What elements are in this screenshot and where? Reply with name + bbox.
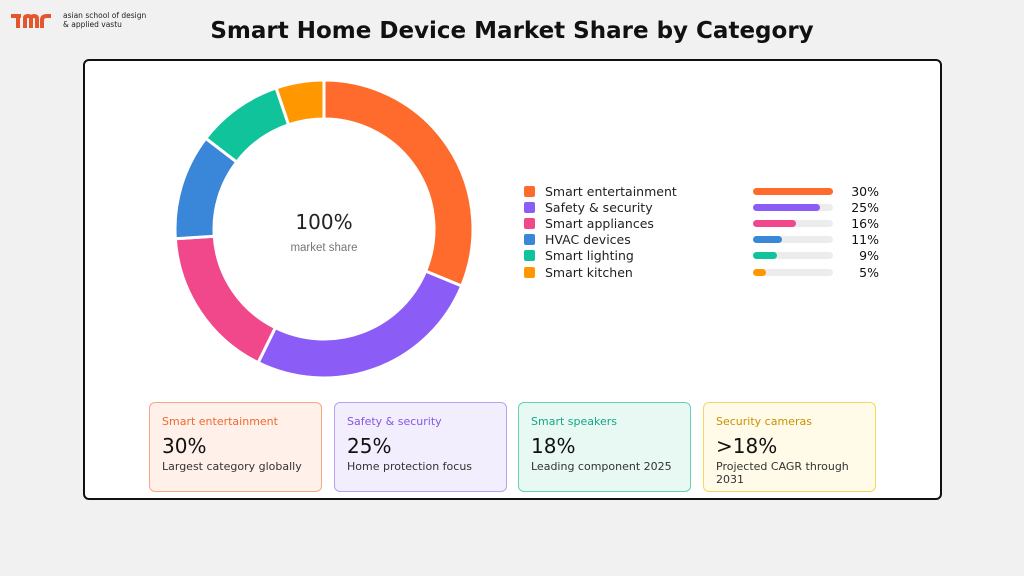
stat-description: Largest category globally: [162, 460, 302, 473]
legend-bar-track: [753, 219, 833, 227]
center-value: 100%: [295, 210, 352, 234]
legend-label: Smart lighting: [545, 248, 634, 264]
center-label: market share: [290, 242, 357, 254]
legend-swatch: [524, 217, 535, 229]
legend-value: 11%: [851, 232, 879, 248]
donut-slice-2: [174, 234, 278, 365]
legend-label: Safety & security: [545, 199, 653, 215]
stat-description: Projected CAGR through 2031: [716, 460, 849, 486]
legend-label: Smart entertainment: [545, 183, 677, 199]
legend-bar-fill: [753, 219, 796, 227]
legend-row: HVAC devices 11%: [524, 232, 884, 248]
legend-label: Smart kitchen: [545, 264, 633, 280]
stat-card: Security cameras >18% Projected CAGR throu…: [703, 402, 876, 492]
stat-value: 25%: [347, 434, 392, 458]
stat-label: Smart speakers: [531, 415, 617, 428]
legend-swatch: [524, 201, 535, 213]
legend-bar-track: [753, 236, 833, 244]
legend-swatch: [524, 266, 535, 278]
legend-swatch: [524, 185, 535, 197]
stat-label: Safety & security: [347, 415, 442, 428]
legend-value: 30%: [851, 183, 879, 199]
legend-bar-track: [753, 203, 833, 211]
stat-card: Smart entertainment 30% Largest category g…: [149, 402, 322, 492]
donut-slice-5: [274, 79, 326, 127]
legend-bar-fill: [753, 252, 777, 260]
legend-swatch: [524, 234, 535, 246]
donut-slice-0: [322, 79, 474, 288]
legend-value: 9%: [859, 248, 879, 264]
stat-card: Smart speakers 18% Leading component 2025: [518, 402, 691, 492]
brand-name: asian school of design & applied vastu: [63, 11, 147, 29]
stat-label: Smart entertainment: [162, 415, 278, 428]
page-title: Smart Home Device Market Share by Catego…: [210, 18, 814, 44]
legend-label: Smart appliances: [545, 215, 654, 231]
legend: Smart entertainment 30% Safety & security 2…: [524, 183, 884, 280]
stat-value: 30%: [162, 434, 207, 458]
legend-value: 5%: [859, 264, 879, 280]
legend-value: 25%: [851, 199, 879, 215]
donut-slice-1: [256, 269, 464, 379]
donut-chart: 100% market share: [174, 79, 474, 379]
tmr-logo-icon: [11, 13, 51, 28]
legend-bar-fill: [753, 236, 783, 244]
legend-row: Smart entertainment 30%: [524, 183, 884, 199]
legend-bar-track: [753, 268, 833, 276]
legend-bar-fill: [753, 203, 820, 211]
legend-bar-fill: [753, 268, 767, 276]
stat-card: Safety & security 25% Home protection focu…: [334, 402, 507, 492]
legend-row: Smart lighting 9%: [524, 248, 884, 264]
stat-value: >18%: [716, 434, 778, 458]
legend-bar-track: [753, 252, 833, 260]
legend-value: 16%: [851, 215, 879, 231]
brand: asian school of design & applied vastu: [9, 8, 146, 32]
legend-row: Smart kitchen 5%: [524, 264, 884, 280]
stat-label: Security cameras: [716, 415, 812, 428]
chart-card: 100% market share Smart entertainment 30%…: [83, 59, 942, 500]
stat-value: 18%: [531, 434, 576, 458]
legend-bar-track: [753, 187, 833, 195]
legend-row: Smart appliances 16%: [524, 215, 884, 231]
legend-label: HVAC devices: [545, 232, 631, 248]
stat-description: Home protection focus: [347, 460, 473, 473]
stat-description: Leading component 2025: [531, 460, 672, 473]
legend-row: Safety & security 25%: [524, 199, 884, 215]
legend-swatch: [524, 250, 535, 262]
legend-bar-fill: [753, 187, 833, 195]
